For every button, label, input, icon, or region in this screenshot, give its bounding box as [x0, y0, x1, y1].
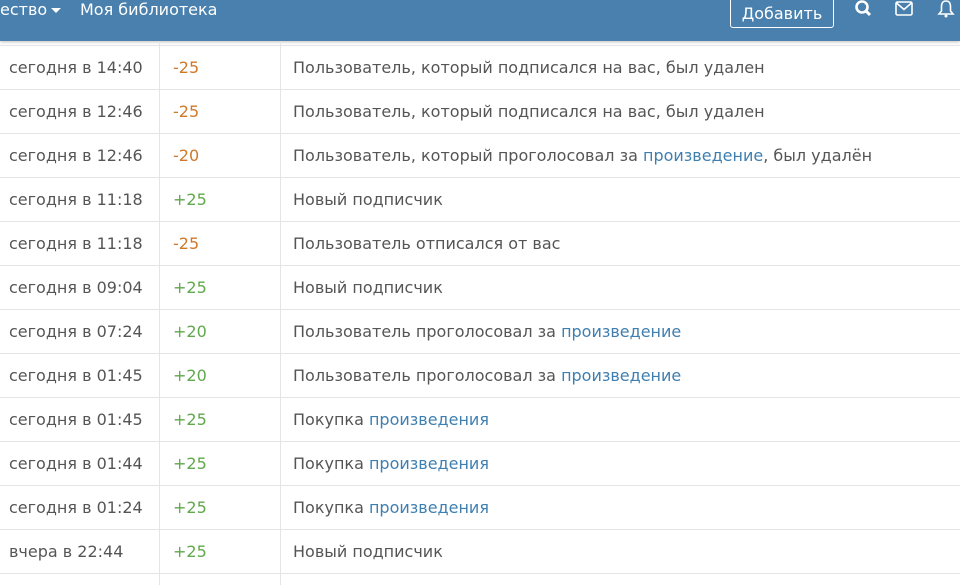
- caret-down-icon: [51, 8, 62, 13]
- table-row: сегодня в 01:44 +25 Покупка произведения: [0, 442, 960, 486]
- row-description: Новый подписчик: [293, 530, 443, 573]
- column-divider: [280, 41, 281, 585]
- top-navbar: ество Моя библиотека Добавить: [0, 0, 960, 41]
- row-text: Пользователь отписался от вас: [293, 234, 561, 253]
- work-link[interactable]: произведение: [561, 366, 682, 385]
- row-points: +25: [173, 410, 207, 429]
- row-points: -25: [173, 58, 200, 77]
- row-points: +25: [173, 278, 207, 297]
- row-time: сегодня в 07:24: [9, 322, 143, 341]
- row-points: +20: [173, 322, 207, 341]
- row-points: -25: [173, 102, 200, 121]
- row-time: сегодня в 01:44: [9, 454, 143, 473]
- work-link[interactable]: произведение: [561, 322, 682, 341]
- row-points: -20: [173, 146, 200, 165]
- row-points: +25: [173, 190, 207, 209]
- table-row: сегодня в 14:40 -25 Пользователь, который …: [0, 46, 960, 90]
- row-time: сегодня в 12:46: [9, 146, 143, 165]
- table-row: сегодня в 07:24 +20 Пользователь проголосо…: [0, 310, 960, 354]
- row-description: Пользователь проголосовал за произведени…: [293, 310, 681, 353]
- row-text-suffix: , был удалён: [763, 146, 873, 165]
- table-row: сегодня в 01:45 +25 Покупка произведения: [0, 398, 960, 442]
- nav-my-library[interactable]: Моя библиотека: [80, 0, 218, 19]
- row-text: Пользователь, который проголосовал за: [293, 146, 643, 165]
- envelope-icon[interactable]: [894, 0, 914, 18]
- row-description: Покупка произведения: [293, 442, 489, 485]
- row-points: +20: [173, 366, 207, 385]
- row-time: сегодня в 11:18: [9, 190, 143, 209]
- table-row: сегодня в 11:18 +25 Новый подписчик: [0, 178, 960, 222]
- table-row: сегодня в 12:46 -25 Пользователь, который …: [0, 90, 960, 134]
- table-top-border: [0, 41, 960, 46]
- row-text: Покупка: [293, 410, 369, 429]
- row-text: Пользователь проголосовал за: [293, 366, 562, 385]
- row-points: +25: [173, 542, 207, 561]
- row-text: Покупка: [293, 498, 369, 517]
- row-description: Покупка произведения: [293, 398, 489, 441]
- row-time: сегодня в 01:45: [9, 366, 143, 385]
- table-row: вчера в 22:44 +25 Новый подписчик: [0, 530, 960, 574]
- table-row: сегодня в 12:46 -20 Пользователь, который …: [0, 134, 960, 178]
- row-time: вчера в 22:44: [9, 542, 124, 561]
- row-text: Новый подписчик: [293, 190, 443, 209]
- column-divider: [159, 41, 160, 585]
- row-text: Пользователь проголосовал за: [293, 322, 562, 341]
- row-points: +25: [173, 498, 207, 517]
- row-description: Пользователь отписался от вас: [293, 222, 560, 265]
- table-row: сегодня в 09:04 +25 Новый подписчик: [0, 266, 960, 310]
- row-text: Пользователь, который подписался на вас,…: [293, 58, 765, 77]
- row-time: сегодня в 01:45: [9, 410, 143, 429]
- row-description: Пользователь, который подписался на вас,…: [293, 90, 765, 133]
- row-description: Пользователь, который подписался на вас,…: [293, 46, 765, 89]
- bell-icon[interactable]: [936, 0, 956, 18]
- search-icon[interactable]: [853, 0, 873, 18]
- work-link[interactable]: произведения: [368, 410, 489, 429]
- row-points: +25: [173, 454, 207, 473]
- work-link[interactable]: произведения: [368, 498, 489, 517]
- points-history-table: сегодня в 14:40 -25 Пользователь, который …: [0, 46, 960, 574]
- row-text: Пользователь, который подписался на вас,…: [293, 102, 765, 121]
- row-time: сегодня в 11:18: [9, 234, 143, 253]
- work-link[interactable]: произведения: [368, 454, 489, 473]
- table-row: сегодня в 11:18 -25 Пользователь отписался…: [0, 222, 960, 266]
- row-time: сегодня в 12:46: [9, 102, 143, 121]
- row-text: Покупка: [293, 454, 369, 473]
- row-description: Пользователь проголосовал за произведени…: [293, 354, 681, 397]
- row-description: Новый подписчик: [293, 266, 443, 309]
- row-description: Пользователь, который проголосовал за пр…: [293, 134, 872, 177]
- row-time: сегодня в 01:24: [9, 498, 143, 517]
- row-points: -25: [173, 234, 200, 253]
- table-row: сегодня в 01:24 +25 Покупка произведения: [0, 486, 960, 530]
- row-text: Новый подписчик: [293, 278, 443, 297]
- row-description: Покупка произведения: [293, 486, 489, 529]
- nav-community-label: ество: [0, 0, 48, 19]
- row-text: Новый подписчик: [293, 542, 443, 561]
- nav-community-dropdown[interactable]: ество: [0, 0, 62, 22]
- add-button[interactable]: Добавить: [730, 0, 834, 28]
- work-link[interactable]: произведение: [642, 146, 764, 165]
- row-description: Новый подписчик: [293, 178, 443, 221]
- table-row: сегодня в 01:45 +20 Пользователь проголосо…: [0, 354, 960, 398]
- row-time: сегодня в 14:40: [9, 58, 143, 77]
- row-time: сегодня в 09:04: [9, 278, 143, 297]
